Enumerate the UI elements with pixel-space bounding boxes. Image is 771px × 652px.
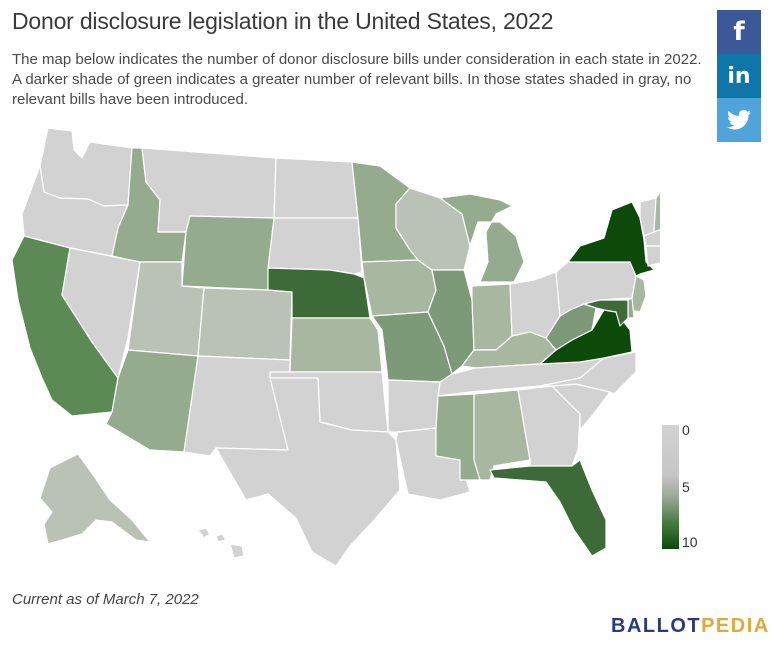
state-south-dakota[interactable] [267,217,363,275]
state-north-carolina[interactable] [539,351,637,395]
state-kansas[interactable] [289,317,383,373]
state-indiana[interactable] [471,283,513,351]
state-hawaii[interactable] [197,527,245,559]
twitter-share-button[interactable] [717,98,761,142]
map-description: The map below indicates the number of do… [12,51,702,108]
state-north-dakota[interactable] [273,157,359,219]
linkedin-icon: in [727,63,751,89]
state-connecticut[interactable] [645,245,660,267]
state-wyoming[interactable] [181,215,275,291]
facebook-icon: f [733,17,745,47]
state-michigan[interactable] [439,193,525,283]
state-new-hampshire[interactable] [653,186,660,233]
state-iowa[interactable] [361,259,437,317]
state-colorado[interactable] [197,287,293,361]
linkedin-share-button[interactable]: in [717,54,761,98]
state-arkansas[interactable] [387,379,441,433]
page-title: Donor disclosure legislation in the Unit… [12,8,554,34]
legend-label-max: 10 [682,534,698,550]
footnote: Current as of March 7, 2022 [12,591,199,608]
state-illinois[interactable] [427,269,475,375]
legend-gradient [662,425,679,549]
state-florida[interactable] [489,459,607,557]
legend-label-min: 0 [682,422,690,438]
state-new-mexico[interactable] [183,355,291,457]
state-alaska[interactable] [39,453,151,545]
state-maryland[interactable] [583,299,629,327]
ballotpedia-logo[interactable]: BALLOTPEDIA [611,615,770,638]
facebook-share-button[interactable]: f [717,10,761,54]
brand-part-1: BALLOT [611,615,702,637]
brand-part-2: PEDIA [701,615,770,637]
state-washington[interactable] [39,127,133,207]
state-texas[interactable] [215,377,401,567]
legend-label-mid: 5 [682,479,690,495]
us-choropleth-map [11,127,660,567]
twitter-bird-icon [727,110,751,130]
